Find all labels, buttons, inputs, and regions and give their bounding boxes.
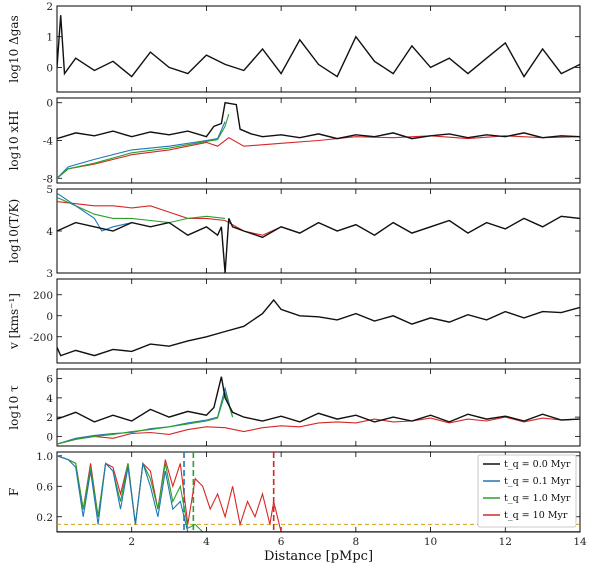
y-tick-label: 0 [46, 311, 53, 323]
legend-label: t_q = 10 Myr [504, 510, 568, 521]
y-tick-label: 0 [46, 62, 53, 74]
x-tick-label: 14 [573, 536, 587, 548]
series-line-temp-t0 [57, 215, 580, 273]
panel-frame-vel [56, 278, 581, 364]
y-tick-label: 2 [46, 412, 53, 424]
series-line-delta-t0 [57, 15, 580, 78]
legend-label: t_q = 1.0 Myr [504, 493, 571, 504]
y-tick-label: 5 [46, 184, 53, 196]
y-tick-label: 0 [46, 431, 53, 443]
y-tick-label: -200 [29, 332, 53, 344]
series-line-xhi-t0 [57, 101, 580, 140]
y-tick-label: -8 [43, 173, 53, 185]
x-axis-label: Distance [pMpc] [264, 549, 373, 564]
y-axis-label-vel: v [kms⁻¹] [7, 293, 21, 350]
y-axis-label-delta: log10 Δgas [7, 15, 21, 83]
panel-frame-temp [56, 188, 581, 274]
panel-frame-tau [56, 368, 581, 447]
series-line-temp-t01 [57, 192, 132, 232]
y-tick-label: 0.2 [36, 512, 53, 524]
x-tick-label: 2 [128, 536, 135, 548]
series-line-xhi-t1 [57, 113, 230, 179]
series-line-tau-t10 [57, 416, 580, 445]
series-line-tau-t0 [57, 376, 580, 423]
x-tick-label: 8 [353, 536, 360, 548]
legend-label: t_q = 0.0 Myr [504, 459, 571, 470]
y-axis-label-tau: log10 τ [7, 385, 21, 430]
panel-frame-delta [56, 5, 581, 93]
y-tick-label: 1.0 [36, 451, 53, 463]
series-line-flux-t01 [57, 455, 196, 532]
y-tick-label: 0.6 [36, 481, 53, 493]
y-tick-label: 0 [46, 98, 53, 110]
y-tick-label: 200 [33, 290, 53, 302]
x-tick-label: 10 [424, 536, 437, 548]
y-tick-label: 3 [46, 268, 53, 280]
x-tick-label: 12 [499, 536, 512, 548]
y-tick-label: 1 [46, 32, 53, 44]
y-axis-label-flux: F [7, 488, 21, 496]
legend-label: t_q = 0.1 Myr [504, 476, 571, 487]
y-axis-label-xhi: log10 xHI [7, 110, 21, 170]
legend-box [477, 454, 577, 528]
y-tick-label: 4 [46, 226, 53, 238]
series-line-xhi-t01 [57, 121, 226, 179]
series-line-tau-t1 [57, 391, 234, 445]
y-tick-label: 6 [46, 374, 53, 386]
x-tick-label: 6 [278, 536, 285, 548]
y-tick-label: -4 [43, 136, 54, 148]
y-tick-label: 2 [46, 1, 53, 13]
series-line-xhi-t10 [57, 135, 580, 179]
y-axis-label-temp: log10(T/K) [7, 199, 21, 263]
series-line-vel-t0 [57, 298, 580, 357]
x-tick-label: 4 [203, 536, 210, 548]
y-tick-label: 4 [46, 393, 53, 405]
series-line-temp-t1 [57, 196, 226, 224]
